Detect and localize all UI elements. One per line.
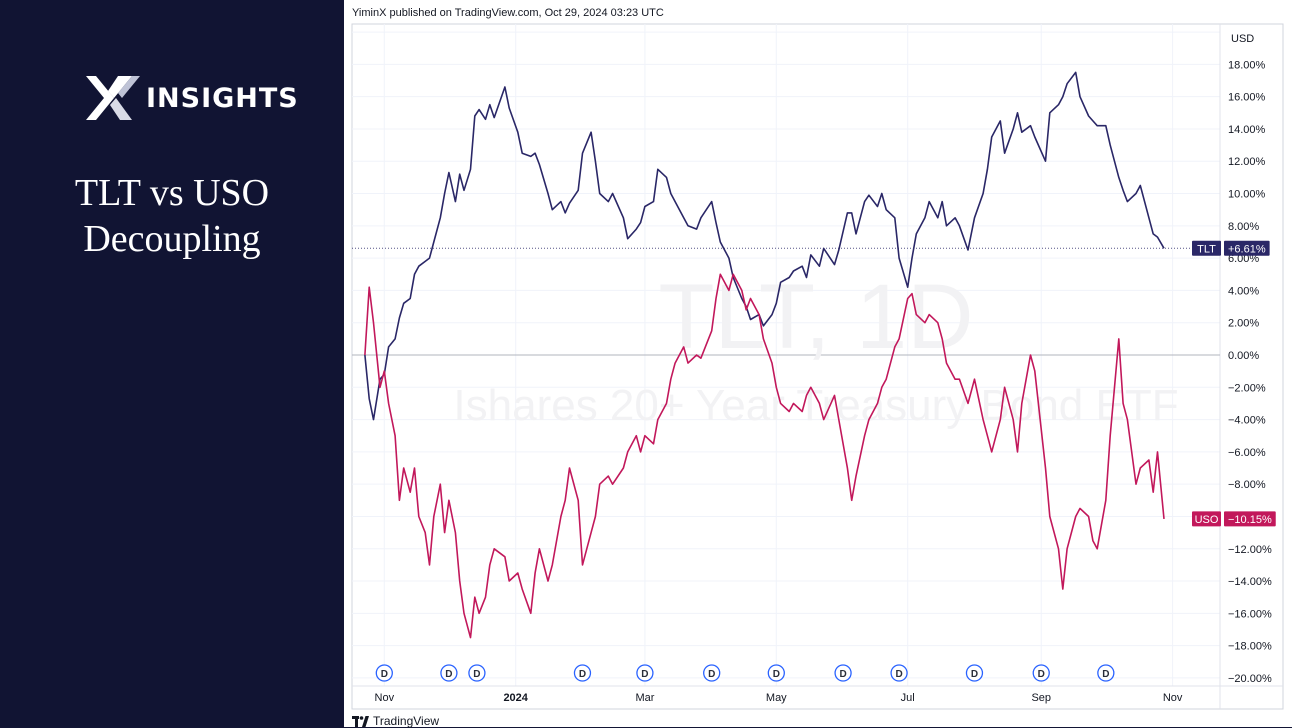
dividend-marker-icon[interactable]: D [468,664,486,682]
y-tick-label: 18.00% [1228,59,1266,71]
y-tick-label: 0.00% [1228,350,1259,362]
dividend-marker-label: D [971,669,978,680]
dividend-marker-icon[interactable]: D [1032,664,1050,682]
last-value-box-tlt [1224,240,1270,256]
dividend-marker-icon[interactable]: D [965,664,984,682]
dividend-marker-label: D [839,669,846,680]
dividend-marker-icon[interactable]: D [375,664,393,682]
x-tick-label: Nov [1163,692,1183,704]
dividend-marker-label: D [381,669,388,680]
x-tick-label: Sep [1031,692,1051,704]
series-name-label-tlt: TLT [1197,243,1216,255]
series-name-box-tlt [1192,240,1221,256]
y-tick-label: −2.00% [1228,382,1266,394]
slide-title-line-2: Decoupling [83,218,261,260]
series-name-box-uso [1192,511,1221,527]
dividend-marker-circle [573,664,592,682]
y-tick-label: −20.00% [1228,673,1272,685]
y-tick-label: −14.00% [1228,576,1272,588]
dividend-marker-circle [767,664,785,682]
dividend-marker-circle [890,664,908,682]
dividend-marker-circle [965,664,984,682]
y-tick-label: 14.00% [1228,124,1266,136]
dividend-marker-icon[interactable]: D [1097,664,1115,682]
dividend-marker-circle [375,664,393,682]
dividend-marker-circle [440,664,458,682]
dividend-marker-icon[interactable]: D [573,664,592,682]
series-line-tlt [364,71,1165,421]
currency-label: USD [1231,33,1254,45]
dividend-marker-icon[interactable]: D [440,664,458,682]
last-value-box-uso [1224,511,1276,527]
slide-title-line-1: TLT vs USO [74,172,270,214]
last-value-label-tlt: +6.61% [1228,243,1266,255]
dividend-marker-label: D [1102,669,1109,680]
dividend-marker-label: D [641,669,648,680]
dividend-marker-label: D [1038,669,1045,680]
y-tick-label: −6.00% [1228,447,1266,459]
time-axis: Nov 2024 Mar May Jul Sep Nov [375,692,1183,704]
dividend-marker-circle [1097,664,1115,682]
dividend-marker-circle [468,664,486,682]
y-tick-label: −4.00% [1228,415,1266,427]
x-tick-label: Jul [901,692,915,704]
dividend-marker-icon[interactable]: D [703,664,721,682]
watermark-symbol: TLT, 1D [658,266,973,368]
dividend-marker-label: D [773,669,780,680]
dividend-marker-label: D [579,669,586,680]
tradingview-footer: TradingView [352,714,439,728]
dividend-marker-circle [834,664,852,682]
series-name-label-uso: USO [1195,514,1219,526]
dividend-marker-circle [1032,664,1050,682]
brand-logo-text: INSIGHTS [146,82,299,114]
y-tick-label: 16.00% [1228,92,1266,104]
currency-box [1221,25,1282,47]
left-panel: INSIGHTS TLT vs USO Decoupling [0,0,344,727]
watermark-layer: TLT, 1D Ishares 20+ Year Treasury Bond ET… [453,266,1178,430]
tradingview-logo-icon [352,715,369,727]
x-tick-label: 2024 [503,692,528,704]
series-line-uso [364,273,1165,639]
x-tick-label: May [766,692,787,704]
y-tick-label: −12.00% [1228,544,1272,556]
dividend-marker-icon[interactable]: D [890,664,908,682]
x-tick-label: Nov [375,692,395,704]
brand-logo: INSIGHTS [84,74,299,122]
dividend-marker-icon[interactable]: D [636,664,654,682]
dividend-marker-label: D [473,669,480,680]
dividend-marker-circle [636,664,654,682]
y-tick-label: −16.00% [1228,608,1272,620]
tradingview-logo-text: TradingView [373,714,440,728]
series-layer [352,71,1220,639]
y-tick-label: 8.00% [1228,221,1259,233]
price-axis: 20.00%18.00%16.00%14.00%12.00%10.00%8.00… [1192,25,1282,685]
last-value-label-uso: −10.15% [1228,514,1272,526]
dividend-marker-circle [703,664,721,682]
x-tick-label: Mar [635,692,654,704]
publish-attribution: YiminX published on TradingView.com, Oct… [352,7,664,19]
y-tick-label: 12.00% [1228,156,1266,168]
dividend-marker-label: D [895,669,902,680]
dividend-marker-icon[interactable]: D [834,664,852,682]
y-tick-label: 10.00% [1228,189,1266,201]
y-tick-label: 2.00% [1228,318,1259,330]
y-tick-label: 4.00% [1228,285,1259,297]
dividend-marker-label: D [445,669,452,680]
x-logo-icon [86,76,140,120]
y-tick-label: −8.00% [1228,479,1266,491]
y-tick-label: 6.00% [1228,253,1259,265]
dividend-marker-label: D [708,669,715,680]
watermark-name: Ishares 20+ Year Treasury Bond ETF [453,381,1178,430]
dividend-marker-icon[interactable]: D [767,664,785,682]
y-tick-label: −18.00% [1228,641,1272,653]
chart-frame [351,23,1284,710]
slide-title: TLT vs USO Decoupling [0,170,344,262]
